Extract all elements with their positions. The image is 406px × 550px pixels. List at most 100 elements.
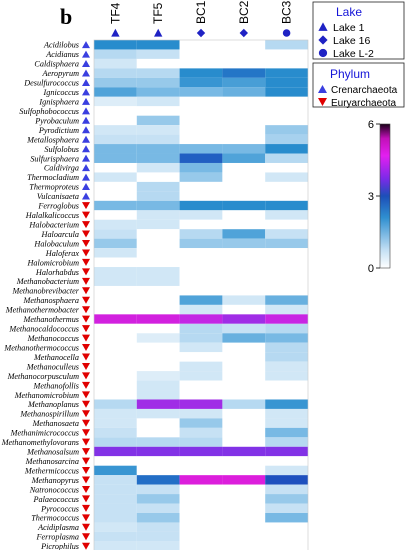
heatmap-cell	[136, 191, 180, 201]
heatmap-cell	[179, 399, 223, 409]
row-label: Methanothermococcus	[3, 343, 79, 352]
heatmap-cell	[94, 210, 137, 220]
heatmap-cell	[222, 503, 266, 513]
heatmap-cell	[136, 371, 180, 381]
heatmap-cell	[94, 267, 137, 277]
heatmap-cell	[94, 238, 137, 249]
heatmap-cell	[222, 106, 266, 116]
heatmap-cell	[94, 314, 137, 324]
heatmap-cell	[265, 229, 308, 239]
heatmap-cell	[222, 446, 266, 457]
heatmap-cell	[179, 314, 223, 324]
crenarchaeota-marker-icon	[82, 78, 90, 86]
heatmap-cell	[136, 229, 180, 239]
heatmap-cell	[136, 49, 180, 59]
heatmap-cell	[265, 68, 308, 78]
heatmap-cell	[265, 238, 308, 249]
heatmap-cell	[222, 352, 266, 362]
colorbar-tick-label: 3	[368, 191, 374, 203]
euryarchaeota-marker-icon	[82, 211, 90, 219]
heatmap-cell	[265, 77, 308, 88]
heatmap-cell	[265, 531, 308, 542]
lake-legend-marker-icon	[318, 22, 328, 31]
heatmap-cell	[94, 276, 137, 286]
euryarchaeota-marker-icon	[82, 504, 90, 512]
heatmap-cell	[94, 162, 137, 173]
heatmap-cell	[265, 219, 308, 230]
heatmap-cell	[222, 267, 266, 277]
heatmap-cell	[265, 153, 308, 163]
phylum-legend-item: Crenarchaeota	[331, 85, 398, 96]
row-labels: AcidilobusAcidianusCaldisphaeraAeropyrum…	[1, 41, 90, 550]
row-label: Acidianus	[45, 50, 79, 59]
column-labels: TF4 TF5 BC1 BC2 BC3	[108, 0, 294, 38]
heatmap-cell	[222, 181, 266, 192]
heatmap-cell	[94, 229, 137, 239]
lake-marker-icon	[239, 28, 248, 38]
phylum-legend-box	[312, 62, 405, 108]
heatmap-cell	[222, 134, 266, 145]
heatmap-cell	[94, 153, 137, 163]
row-label: Methanofollis	[33, 381, 79, 390]
heatmap-cell	[222, 40, 266, 50]
heatmap-cell	[265, 503, 308, 513]
heatmap-cell	[136, 219, 180, 230]
heatmap-cell	[94, 513, 137, 523]
euryarchaeota-marker-icon	[82, 485, 90, 493]
heatmap-cell	[136, 276, 180, 286]
column-label: BC2	[237, 0, 251, 24]
heatmap-cell	[222, 219, 266, 230]
row-label: Ignisphaera	[38, 97, 79, 106]
heatmap-cell	[136, 456, 180, 466]
euryarchaeota-marker-icon	[82, 400, 90, 408]
heatmap-cell	[179, 257, 223, 268]
heatmap-cell	[136, 314, 180, 324]
lake-legend-box	[312, 1, 405, 60]
heatmap-cell	[136, 134, 180, 145]
crenarchaeota-marker-icon	[82, 107, 90, 115]
heatmap-cell	[94, 465, 137, 476]
heatmap-cell	[179, 484, 223, 495]
heatmap-cell	[179, 541, 223, 550]
heatmap-cell	[265, 494, 308, 504]
euryarchaeota-marker-icon	[82, 296, 90, 304]
row-label: Ferroplasma	[36, 533, 79, 542]
row-label: Methanobacterium	[16, 277, 79, 286]
row-label: Picrophilus	[40, 542, 79, 550]
heatmap-cell	[136, 87, 180, 97]
heatmap-cell	[265, 323, 308, 334]
heatmap-cell	[222, 125, 266, 135]
heatmap-cell	[136, 465, 180, 476]
heatmap-cells	[94, 40, 308, 550]
heatmap-cell	[265, 106, 308, 116]
heatmap-cell	[94, 361, 137, 372]
heatmap-cell	[265, 371, 308, 381]
heatmap-cell	[179, 58, 223, 69]
euryarchaeota-marker-icon	[82, 239, 90, 247]
heatmap-cell	[94, 40, 137, 50]
crenarchaeota-marker-icon	[82, 164, 90, 172]
heatmap-cell	[136, 267, 180, 277]
row-label: Acidilobus	[43, 41, 79, 50]
heatmap-cell	[94, 352, 137, 362]
heatmap-cell	[136, 125, 180, 135]
heatmap-cell	[222, 456, 266, 466]
crenarchaeota-marker-icon	[82, 135, 90, 143]
colorbar: 0 3 6	[368, 119, 391, 275]
heatmap-cell	[94, 503, 137, 513]
heatmap-cell	[179, 465, 223, 476]
heatmap-cell	[265, 96, 308, 107]
heatmap-cell	[179, 125, 223, 135]
row-label: Methanosaeta	[32, 419, 79, 428]
heatmap-cell	[222, 323, 266, 334]
heatmap-cell	[94, 134, 137, 145]
column-label: BC1	[194, 0, 208, 24]
euryarchaeota-marker-icon	[82, 448, 90, 456]
heatmap-cell	[94, 371, 137, 381]
heatmap-cell	[222, 513, 266, 523]
crenarchaeota-marker-icon	[82, 88, 90, 96]
euryarchaeota-marker-icon	[82, 476, 90, 484]
heatmap-cell	[222, 371, 266, 381]
heatmap-cell	[222, 58, 266, 69]
heatmap-cell	[222, 238, 266, 249]
